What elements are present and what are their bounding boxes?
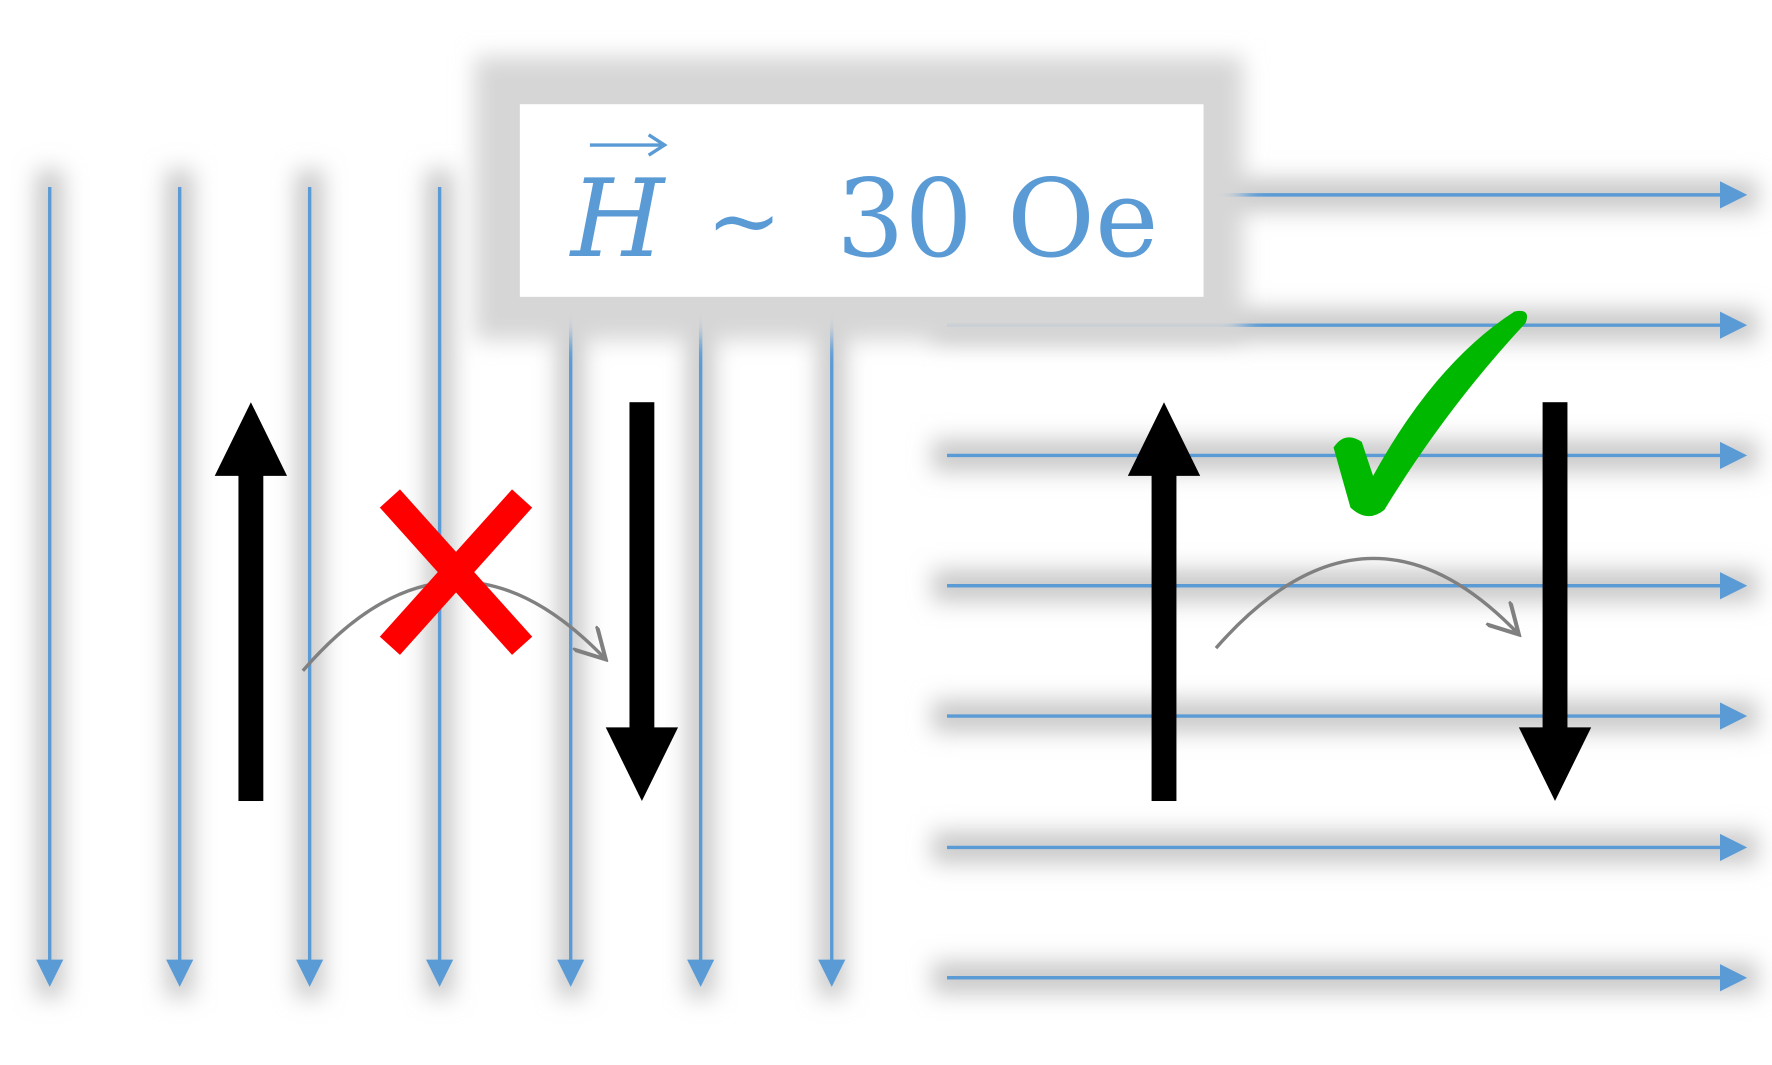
- cross-icon: [379, 489, 533, 655]
- label-box: [519, 104, 1204, 297]
- spin-down-arrow-left: [605, 402, 679, 802]
- horizontal-field-lines: [947, 181, 1748, 992]
- transition-arc-right: [1214, 556, 1519, 650]
- spin-up-arrow-right: [1127, 402, 1201, 802]
- check-icon: [1333, 310, 1528, 517]
- field-value: 30 Oe: [836, 157, 1158, 282]
- spin-down-arrow-right: [1518, 402, 1592, 802]
- field-symbol: H: [569, 157, 667, 282]
- spin-up-arrow-left: [214, 402, 288, 802]
- vertical-field-lines: [36, 186, 846, 987]
- field-relation: ~: [706, 168, 782, 273]
- vector-arrowhead: [647, 133, 668, 157]
